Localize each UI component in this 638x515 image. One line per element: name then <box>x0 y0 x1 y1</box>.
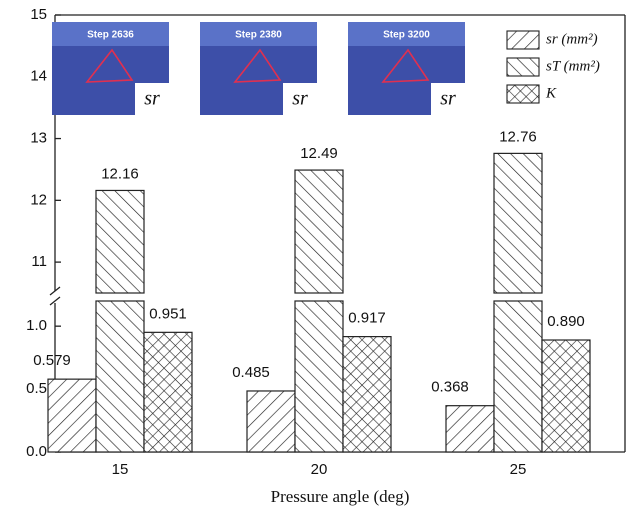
legend-swatch <box>507 31 539 49</box>
inset-title: Step 3200 <box>383 30 430 41</box>
y-tick-label: 0.0 <box>26 443 47 460</box>
value-label: 0.368 <box>431 379 469 396</box>
chart: Pressure angle (deg) 0.0 0.5 1.0 11 12 13 14 15… <box>0 0 638 515</box>
y-tick-label: 14 <box>30 68 47 85</box>
inset-title: Step 2380 <box>235 30 282 41</box>
legend-swatch <box>507 58 539 76</box>
bar <box>295 301 343 452</box>
page: Pressure angle (deg) 0.0 0.5 1.0 11 12 13 14 15… <box>0 0 638 515</box>
value-label: 0.951 <box>149 305 187 322</box>
y-tick-label: 15 <box>30 6 47 23</box>
value-label: 0.485 <box>232 364 270 381</box>
bar <box>494 301 542 452</box>
bar <box>343 337 391 452</box>
y-tick-label: 0.5 <box>26 380 47 397</box>
y-tick-label: 12 <box>30 191 47 208</box>
value-label: 12.16 <box>101 165 139 182</box>
bar <box>144 332 192 452</box>
bar <box>96 190 144 293</box>
value-label: 0.917 <box>348 310 386 327</box>
legend-label: K <box>545 85 557 101</box>
bar <box>96 301 144 452</box>
bar <box>295 170 343 293</box>
value-label: 12.49 <box>300 145 338 162</box>
x-tick-label: 15 <box>112 461 129 478</box>
value-label: 0.579 <box>33 352 71 369</box>
legend-label: sr (mm²) <box>546 31 598 47</box>
bar <box>48 379 96 452</box>
y-tick-label: 1.0 <box>26 317 47 334</box>
bar <box>542 340 590 452</box>
bar <box>446 406 494 452</box>
bar <box>247 391 295 452</box>
x-tick-label: 25 <box>510 461 527 478</box>
inset-symbol: sr <box>144 88 160 110</box>
inset-symbol: sr <box>440 88 456 110</box>
legend-swatch <box>507 85 539 103</box>
inset-symbol: sr <box>292 88 308 110</box>
bar <box>494 153 542 293</box>
inset-title: Step 2636 <box>87 30 134 41</box>
y-tick-label: 11 <box>31 253 47 270</box>
legend-label: sT (mm²) <box>546 58 600 74</box>
value-label: 0.890 <box>547 313 585 330</box>
x-tick-label: 20 <box>311 461 328 478</box>
y-tick-label: 13 <box>30 130 47 147</box>
value-label: 12.76 <box>499 128 537 145</box>
x-axis-label: Pressure angle (deg) <box>271 487 410 506</box>
